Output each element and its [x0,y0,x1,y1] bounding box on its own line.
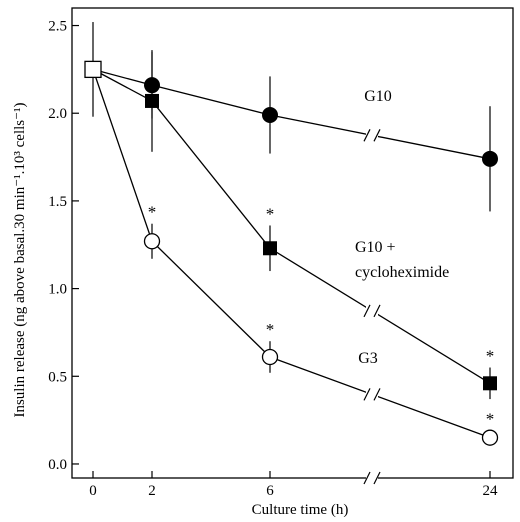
series-line [151,84,271,116]
initial-point [84,22,102,117]
series-line [92,68,153,102]
x-tick-label: 24 [483,483,499,499]
significance-asterisk: * [486,410,495,429]
y-tick-label: 0.5 [48,369,67,385]
series-label: G3 [358,350,378,367]
series-line [269,247,491,384]
plot-frame [71,7,514,479]
data-point-filled-square [483,376,497,391]
data-point-open-circle [261,348,279,366]
series: G10 [92,51,498,212]
line-break-mark [363,304,371,318]
series-line [151,100,271,249]
y-tick-label: 2.5 [48,19,67,35]
y-tick-label: 2.0 [48,106,67,122]
line-break-mark [373,304,381,318]
y-tick-label: 1.5 [48,194,67,210]
series: * * * G3 [92,69,499,446]
data-point-filled-square [145,93,159,108]
x-tick-label: 0 [89,483,97,499]
data-point-open-square [84,60,102,79]
y-axis-title: Insulin release (ng above basal.30 min⁻¹… [12,102,28,417]
line-break-gap [366,304,378,317]
series-label: G10 [364,88,392,105]
y-tick-label: 1.0 [48,282,67,298]
data-point-open-circle [143,233,161,250]
series: * * G10 + cycloheximide [92,50,497,400]
x-tick-label: 2 [148,483,156,499]
x-axis-break-mark [373,471,381,485]
series-line [269,356,491,439]
series-line [92,69,153,242]
x-axis-title: Culture time (h) [252,502,349,518]
x-axis-break-gap [366,472,378,484]
series-label: cycloheximide [355,264,449,281]
data-point-filled-circle [482,150,498,167]
y-tick-label: 0.0 [48,457,67,473]
series-label: G10 + [355,239,396,256]
line-break-mark [363,129,371,142]
x-tick-label: 6 [266,483,274,499]
series-line [92,68,153,86]
line-break-gap [366,129,378,142]
line-break-gap [366,388,378,401]
line-break-mark [363,388,371,401]
data-point-filled-circle [262,106,278,123]
data-point-open-circle [481,429,499,446]
line-break-mark [373,129,381,142]
axes: 0.0 0.5 1.0 1.5 2.0 2.5 0 2 6 24 [48,7,514,499]
x-axis-break-mark [363,471,371,485]
line-break-mark [373,388,381,401]
significance-asterisk: * [486,347,495,366]
series-layer: G10 * * G10 + cycloheximide * * * G3 [84,22,499,446]
significance-asterisk: * [266,320,275,339]
data-point-filled-square [263,241,277,256]
significance-asterisk: * [148,203,157,222]
significance-asterisk: * [266,204,275,223]
series-line [269,114,491,160]
series-line [151,240,271,358]
